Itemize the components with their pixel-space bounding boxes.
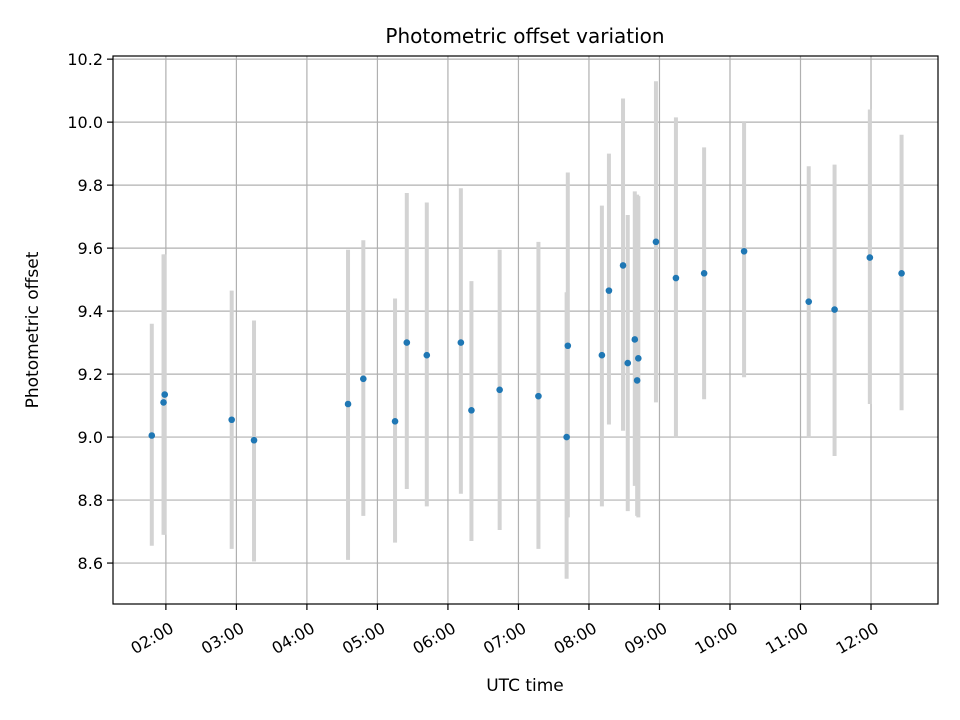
data-point [344,400,352,408]
y-tick-label: 9.8 [78,176,103,195]
data-point [624,359,632,367]
data-point [360,375,367,383]
data-point [250,436,258,444]
data-point [564,342,572,350]
x-axis: 02:00 03:00 04:00 05:00 06:00 07:00 08:00 09:00… [127,604,882,658]
data-point [898,270,905,277]
data-point [700,270,708,277]
y-tick-label: 9.0 [78,428,103,447]
x-tick-label: 08:00 [551,618,600,658]
x-tick-label: 05:00 [339,618,388,658]
data-point [228,416,235,424]
data-point [619,262,627,269]
data-point [672,274,680,282]
data-point [403,339,411,346]
data-point [866,254,874,261]
data-point [391,418,399,425]
y-tick-label: 9.6 [78,239,103,258]
data-point [423,351,431,359]
x-tick-label: 03:00 [198,618,247,658]
data-point [652,238,660,246]
data-point [468,407,475,414]
y-tick-label: 8.8 [78,491,103,510]
y-tick-label: 9.4 [78,302,103,321]
x-tick-label: 11:00 [762,618,811,658]
y-tick-label: 10.2 [67,50,103,69]
data-point [831,306,838,313]
x-tick-label: 04:00 [268,618,317,658]
error-bars [149,81,904,579]
x-tick-label: 07:00 [480,618,529,658]
data-point [740,247,748,255]
data-point [160,399,167,406]
y-tick-label: 9.2 [78,365,103,384]
x-axis-label: UTC time [486,676,564,696]
data-point [457,339,465,346]
data-point [535,392,542,400]
y-axis: 8.6 8.8 9.0 9.2 9.4 9.6 9.8 10.0 10.2 [67,50,113,573]
data-point [563,433,570,441]
data-point [635,355,642,362]
data-point [631,336,639,343]
y-tick-label: 10.0 [67,113,103,132]
data-point [148,432,156,439]
plot-frame [112,55,939,605]
data-point [496,386,503,394]
data-point [161,391,169,398]
chart-title: Photometric offset variation [385,24,664,48]
data-points [148,238,905,444]
data-point [598,351,606,359]
grid [113,56,938,604]
data-point [805,298,813,305]
data-point [605,287,613,294]
y-tick-label: 8.6 [78,554,103,573]
x-tick-label: 06:00 [410,618,459,658]
data-point [633,377,641,384]
x-tick-label: 09:00 [621,618,670,658]
y-axis-label: Photometric offset [23,251,43,408]
x-tick-label: 10:00 [692,618,741,658]
x-tick-label: 02:00 [127,618,176,658]
x-tick-label: 12:00 [833,618,882,658]
